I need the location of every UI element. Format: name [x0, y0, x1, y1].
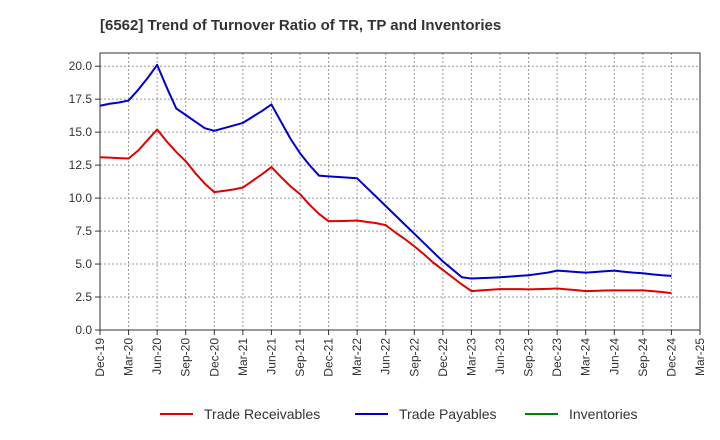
legend-label: Inventories	[569, 406, 637, 422]
x-tick-label: Dec-22	[436, 338, 450, 377]
y-tick-label: 7.5	[75, 224, 92, 238]
chart-title: [6562] Trend of Turnover Ratio of TR, TP…	[100, 17, 501, 34]
x-tick-label: Dec-24	[664, 338, 678, 377]
x-tick-label: Jun-24	[607, 338, 621, 375]
y-tick-label: 15.0	[69, 125, 93, 139]
grid-lines	[100, 53, 700, 330]
x-tick-label: Sep-24	[636, 338, 650, 377]
x-tick-label: Mar-24	[579, 338, 593, 376]
y-tick-label: 2.5	[75, 290, 92, 304]
x-tick-label: Mar-25	[693, 338, 707, 376]
x-tick-label: Sep-22	[407, 338, 421, 377]
x-tick-label: Dec-19	[93, 338, 107, 377]
x-tick-label: Mar-21	[236, 338, 250, 376]
x-tick-label: Jun-23	[493, 338, 507, 375]
y-tick-label: 20.0	[69, 59, 93, 73]
y-tick-label: 12.5	[69, 158, 93, 172]
legend: Trade Receivables Trade Payables Inventori…	[160, 406, 637, 422]
legend-label: Trade Payables	[399, 406, 497, 422]
y-tick-label: 0.0	[75, 323, 92, 337]
y-tick-label: 10.0	[69, 191, 93, 205]
series-line-trade-payables	[99, 63, 672, 280]
x-axis: Dec-19 Mar-20 Jun-20 Sep-20 Dec-20 Mar-21 Jun-…	[93, 330, 707, 377]
x-tick-label: Jun-20	[150, 338, 164, 375]
series-lines	[99, 63, 672, 295]
x-tick-label: Mar-23	[464, 338, 478, 376]
x-tick-label: Dec-21	[322, 338, 336, 377]
plot-frame	[99, 52, 701, 331]
x-tick-label: Sep-20	[179, 338, 193, 377]
x-tick-label: Dec-23	[550, 338, 564, 377]
x-tick-label: Mar-20	[122, 338, 136, 376]
x-tick-label: Jun-21	[264, 338, 278, 375]
y-tick-label: 5.0	[75, 257, 92, 271]
x-tick-label: Sep-21	[293, 338, 307, 377]
legend-label: Trade Receivables	[204, 406, 320, 422]
x-tick-label: Jun-22	[379, 338, 393, 375]
x-tick-label: Mar-22	[350, 338, 364, 376]
x-tick-label: Sep-23	[522, 338, 536, 377]
y-tick-label: 17.5	[69, 92, 93, 106]
y-axis: 0.0 2.5 5.0 7.5 10.0 12.5 15.0 17.5 20.0	[69, 59, 100, 337]
series-line-trade-receivables	[99, 128, 672, 295]
x-tick-label: Dec-20	[207, 338, 221, 377]
